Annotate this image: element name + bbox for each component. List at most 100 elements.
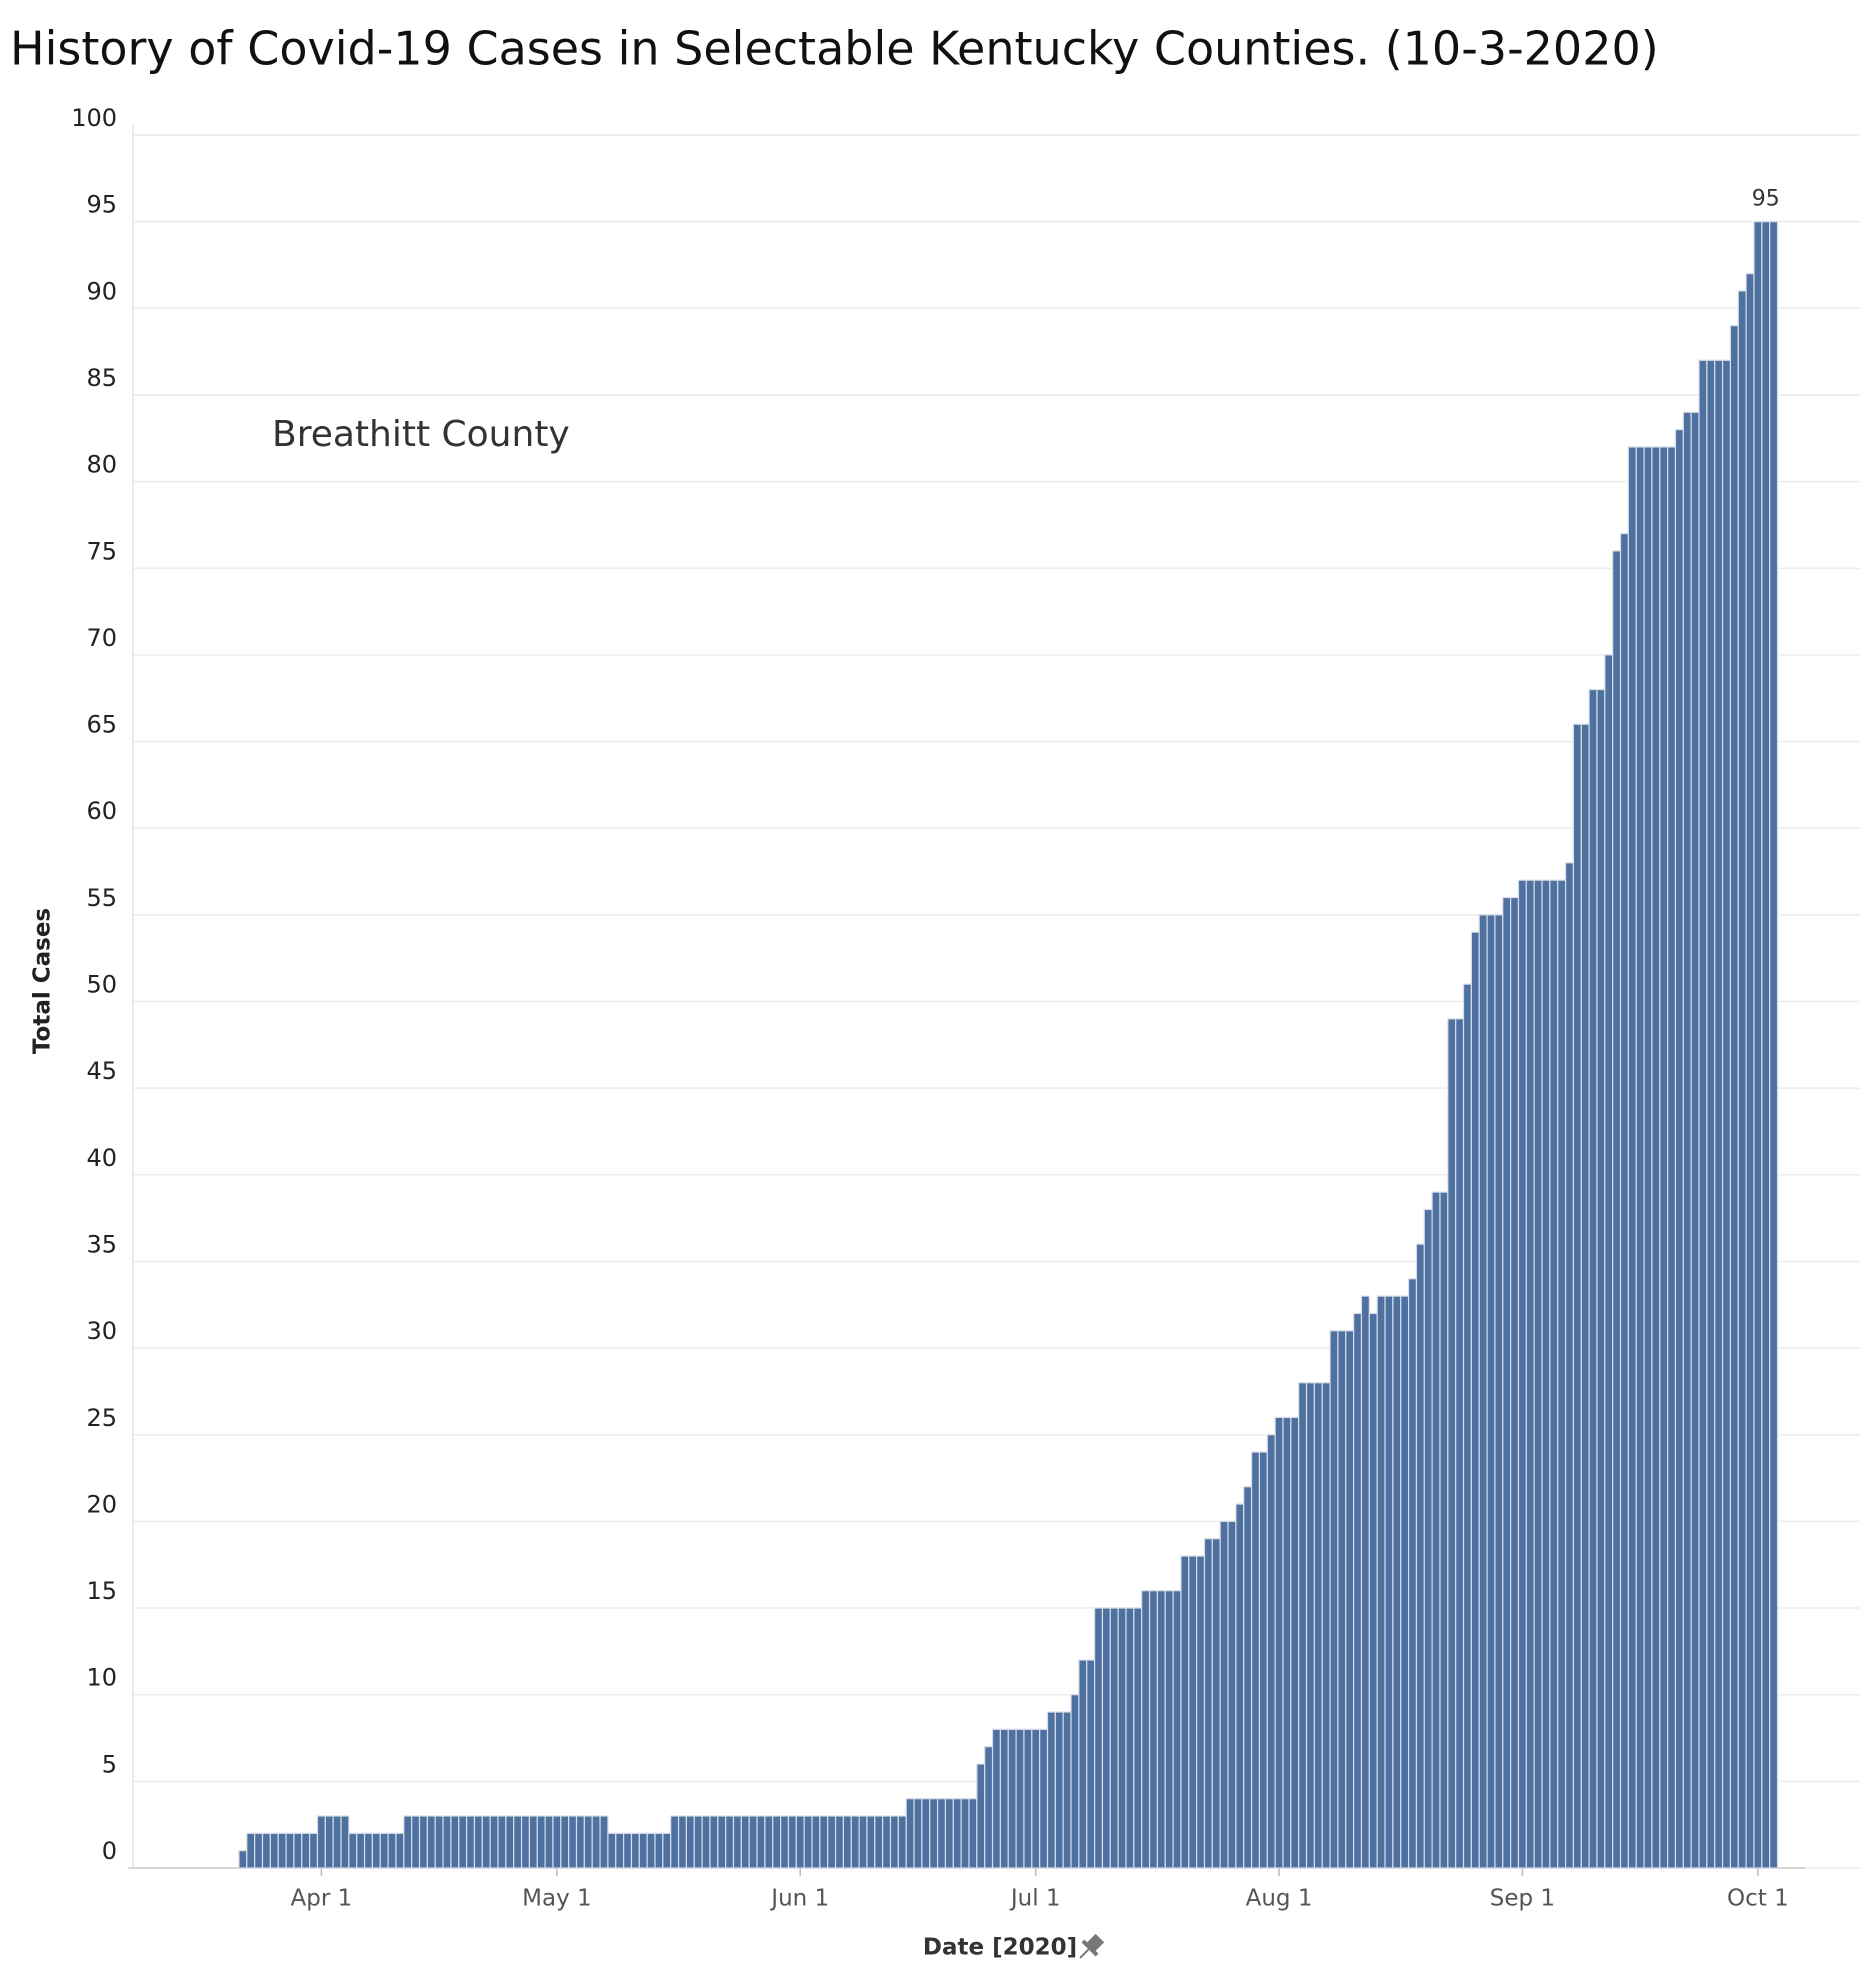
bar: [1651, 446, 1661, 1869]
bar: [1753, 221, 1763, 1869]
bar: [426, 1815, 436, 1869]
bar: [1462, 983, 1472, 1869]
y-tick-label: 75: [86, 537, 117, 565]
bar: [442, 1815, 452, 1869]
chart-title: History of Covid-19 Cases in Selectable …: [10, 22, 1659, 76]
bar: [1368, 1312, 1378, 1869]
bar: [1706, 359, 1716, 1869]
y-tick-label: 25: [86, 1404, 117, 1432]
bar: [528, 1815, 538, 1869]
bar: [693, 1815, 703, 1869]
bar: [1360, 1295, 1370, 1869]
bar: [834, 1815, 845, 1869]
bar: [1062, 1711, 1072, 1869]
bar: [403, 1815, 413, 1869]
x-tick-label: Oct 1: [1727, 1886, 1789, 1912]
bar: [489, 1815, 499, 1869]
bar: [348, 1832, 358, 1869]
bar: [858, 1815, 868, 1869]
y-tick-label: 95: [86, 191, 117, 219]
bar: [740, 1815, 750, 1869]
y-axis-title: Total Cases: [30, 908, 56, 1054]
x-tick-label: May 1: [522, 1886, 592, 1912]
bar: [1635, 446, 1645, 1869]
bar: [544, 1815, 554, 1869]
bar: [1164, 1590, 1174, 1869]
bar: [1525, 879, 1535, 1869]
bar: [913, 1798, 923, 1869]
bar: [654, 1832, 664, 1869]
bar: [497, 1815, 507, 1869]
bar: [905, 1798, 915, 1869]
x-tick-label: Apr 1: [291, 1886, 353, 1912]
y-tick-label: 85: [86, 364, 117, 392]
bar: [309, 1832, 319, 1869]
y-tick-label: 80: [86, 451, 117, 479]
bar: [897, 1815, 907, 1869]
x-tick-label: Aug 1: [1246, 1886, 1313, 1912]
bar: [725, 1815, 735, 1869]
bar: [787, 1815, 797, 1869]
y-tick-label: 30: [86, 1317, 117, 1345]
bar: [1415, 1243, 1425, 1869]
y-tick-label: 100: [71, 104, 117, 132]
bar: [638, 1832, 648, 1869]
bar: [748, 1815, 758, 1869]
bar: [1211, 1538, 1221, 1869]
bar: [1305, 1382, 1315, 1869]
bar: [1737, 290, 1747, 1869]
bar: [1337, 1330, 1347, 1869]
bar: [607, 1832, 617, 1869]
bar: [685, 1815, 695, 1869]
bar: [1180, 1555, 1190, 1869]
bar: [1078, 1659, 1088, 1869]
bar: [1203, 1538, 1213, 1869]
bar: [418, 1815, 428, 1869]
bar: [1447, 1018, 1457, 1869]
bar: [677, 1815, 688, 1869]
bar: [1596, 688, 1606, 1869]
bar: [513, 1815, 523, 1869]
y-tick-label: 70: [86, 624, 117, 652]
bar: [937, 1798, 947, 1869]
bar: [1745, 273, 1755, 1869]
bar: [1486, 914, 1496, 1869]
bar: [536, 1815, 546, 1869]
bar: [1023, 1728, 1033, 1869]
bar: [1196, 1555, 1206, 1869]
bar: [1046, 1711, 1056, 1869]
bar: [662, 1832, 672, 1869]
bar: [1274, 1416, 1284, 1869]
bar: [1031, 1728, 1041, 1869]
y-tick-label: 45: [86, 1057, 117, 1085]
bar: [795, 1815, 805, 1869]
bar: [1039, 1728, 1049, 1869]
bar: [1235, 1503, 1245, 1869]
bar: [1156, 1590, 1166, 1869]
bar: [1714, 359, 1724, 1869]
bar: [701, 1815, 711, 1869]
bar: [756, 1815, 766, 1869]
bar: [1007, 1728, 1017, 1869]
bar: [1243, 1486, 1253, 1869]
bar: [560, 1815, 570, 1869]
bar: [984, 1746, 994, 1869]
bar: [1478, 914, 1488, 1869]
bar: [1588, 688, 1598, 1869]
bar: [960, 1798, 970, 1869]
y-tick-label: 35: [86, 1230, 117, 1258]
bar: [811, 1815, 821, 1869]
bar: [583, 1815, 593, 1869]
y-tick-label: 10: [86, 1664, 117, 1692]
bar: [976, 1763, 986, 1869]
y-tick-label: 15: [86, 1577, 117, 1605]
bar: [1572, 723, 1582, 1869]
y-tick-label: 65: [86, 711, 117, 739]
y-tick-label: 50: [86, 971, 117, 999]
bar: [1627, 446, 1637, 1869]
bar: [1761, 221, 1771, 1869]
annotation: Breathitt County: [272, 414, 570, 455]
bar: [466, 1815, 476, 1869]
bar: [1188, 1555, 1198, 1869]
